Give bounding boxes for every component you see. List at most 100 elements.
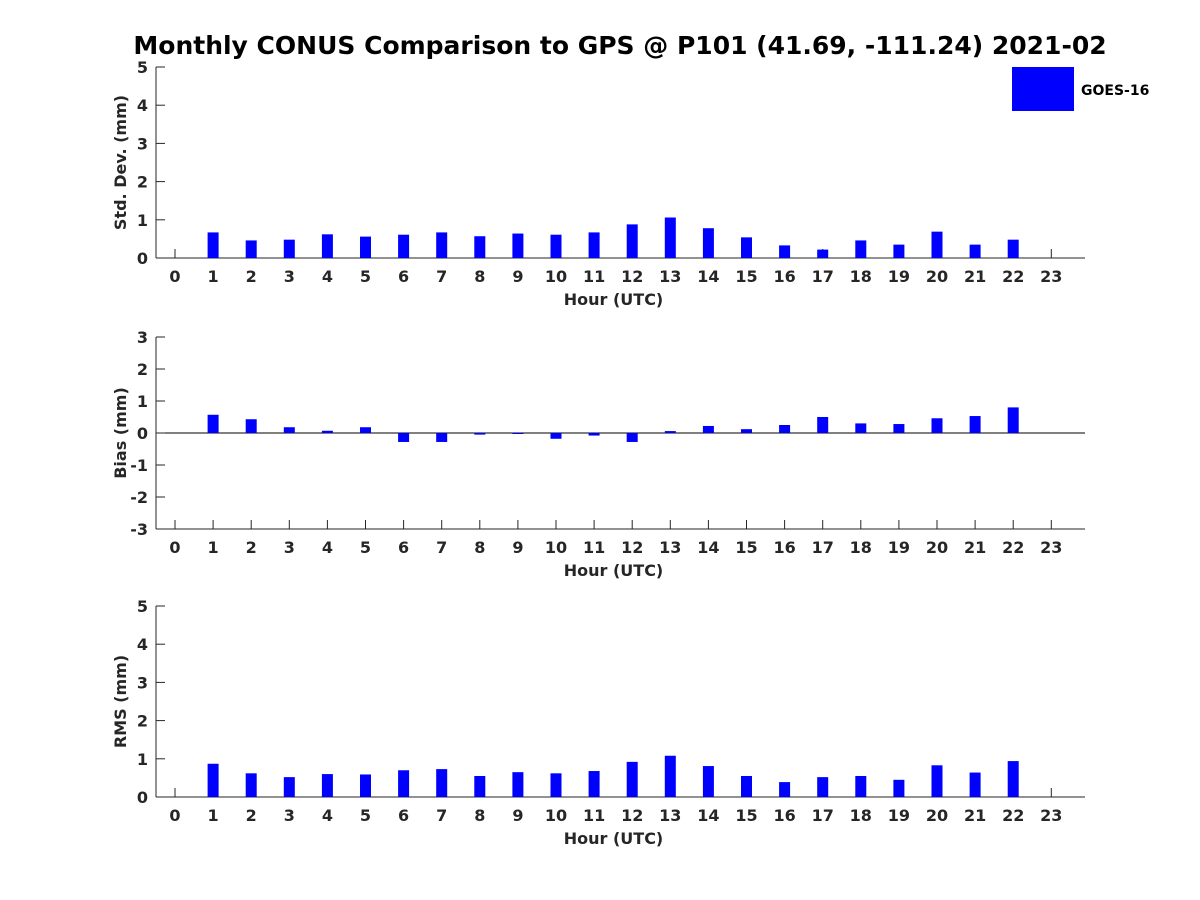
x-tick-label: 3 [284,806,295,825]
x-tick-label: 3 [284,538,295,557]
bar [855,775,867,797]
bar [512,772,524,797]
bar [588,232,600,258]
x-tick-label: 17 [812,267,834,286]
bar [779,245,791,258]
x-tick-label: 13 [659,267,681,286]
x-tick-label: 14 [697,267,719,286]
bar [283,777,295,797]
bar [664,755,676,797]
y-tick-label: 2 [137,360,148,379]
bar [207,232,219,258]
y-axis-label: Std. Dev. (mm) [111,95,130,230]
x-tick-label: 16 [773,267,795,286]
bar [474,236,486,258]
x-tick-label: 11 [583,538,605,557]
y-tick-label: 4 [137,635,148,654]
bar [664,217,676,258]
x-tick-label: 5 [360,538,371,557]
x-tick-label: 3 [284,267,295,286]
bar [398,433,410,442]
bar [550,234,562,258]
y-tick-label: 0 [137,249,148,268]
bar [855,240,867,258]
bar [969,244,981,258]
bar [626,433,638,442]
bar [741,237,752,258]
x-tick-label: 1 [208,538,219,557]
y-axis-label: Bias (mm) [111,387,130,479]
bar [1007,407,1019,433]
bar [855,423,867,433]
bar [969,772,981,797]
bar [588,433,600,436]
x-tick-label: 22 [1002,538,1024,557]
y-tick-label: 3 [137,134,148,153]
x-tick-label: 19 [888,806,910,825]
x-tick-label: 21 [964,538,986,557]
y-tick-label: 0 [137,788,148,807]
x-tick-label: 15 [735,538,757,557]
x-tick-label: 18 [850,538,872,557]
y-tick-label: 3 [137,328,148,347]
bar [550,773,562,797]
bar [512,233,524,258]
x-tick-label: 8 [474,806,485,825]
y-tick-label: 5 [137,58,148,77]
x-tick-label: 10 [545,267,567,286]
x-tick-label: 20 [926,538,948,557]
y-tick-label: -2 [130,488,148,507]
x-tick-label: 12 [621,806,643,825]
x-tick-label: 10 [545,806,567,825]
x-tick-label: 5 [360,267,371,286]
x-tick-label: 16 [773,806,795,825]
bar [1007,761,1019,797]
bar [321,430,333,433]
bar [512,433,524,434]
x-tick-label: 17 [812,806,834,825]
x-tick-label: 18 [850,267,872,286]
bar [741,775,752,797]
x-tick-label: 12 [621,538,643,557]
y-tick-label: 4 [137,96,148,115]
bar [893,779,905,797]
x-tick-label: 19 [888,267,910,286]
bar [588,771,600,797]
x-tick-label: 2 [246,267,257,286]
x-tick-label: 9 [512,538,523,557]
x-tick-label: 11 [583,267,605,286]
x-tick-label: 20 [926,267,948,286]
bar [360,427,371,433]
bar [931,231,943,258]
x-tick-label: 12 [621,267,643,286]
bar [626,224,638,258]
bar [283,239,295,258]
legend: GOES-16 [1012,67,1149,111]
x-tick-label: 13 [659,538,681,557]
x-tick-label: 22 [1002,267,1024,286]
bar [817,249,829,258]
y-tick-label: 3 [137,673,148,692]
x-tick-label: 2 [246,538,257,557]
bar [207,763,219,797]
bar [931,765,943,797]
x-tick-label: 7 [436,267,447,286]
bar [398,770,410,797]
x-tick-label: 7 [436,806,447,825]
bar [931,418,943,433]
bar [817,777,829,797]
legend-swatch [1012,67,1074,111]
x-axis-label: Hour (UTC) [564,290,664,309]
x-tick-label: 9 [512,267,523,286]
bar [321,774,333,797]
y-tick-label: 5 [137,597,148,616]
x-tick-label: 15 [735,806,757,825]
x-tick-label: 23 [1040,806,1062,825]
x-tick-label: 11 [583,806,605,825]
x-tick-label: 19 [888,538,910,557]
x-tick-label: 20 [926,806,948,825]
x-tick-label: 2 [246,806,257,825]
